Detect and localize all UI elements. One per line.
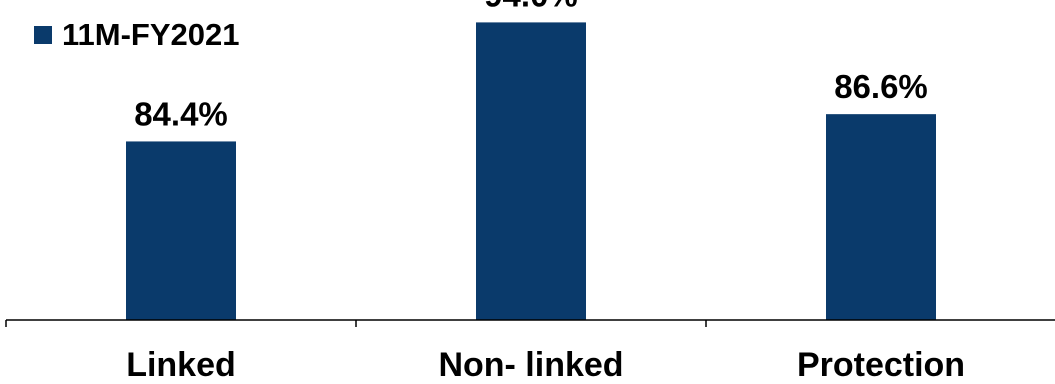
legend-label: 11M-FY2021 bbox=[62, 17, 240, 52]
data-labels-layer: 84.4% 94.0% 86.6% bbox=[134, 0, 928, 132]
bar-non-linked bbox=[476, 22, 586, 321]
x-axis: Linked Non- linked Protection bbox=[5, 319, 1055, 384]
data-label: 86.6% bbox=[834, 68, 928, 105]
data-label: 94.0% bbox=[484, 0, 578, 13]
bar-protection bbox=[826, 114, 936, 320]
x-tick-label: Non- linked bbox=[438, 346, 623, 384]
x-tick-label: Linked bbox=[126, 346, 236, 384]
x-tick-label: Protection bbox=[797, 346, 965, 384]
legend: 11M-FY2021 bbox=[34, 19, 240, 50]
legend-swatch bbox=[34, 25, 52, 44]
data-label: 84.4% bbox=[134, 95, 228, 132]
bars-layer bbox=[126, 22, 936, 321]
bar-linked bbox=[126, 141, 236, 320]
